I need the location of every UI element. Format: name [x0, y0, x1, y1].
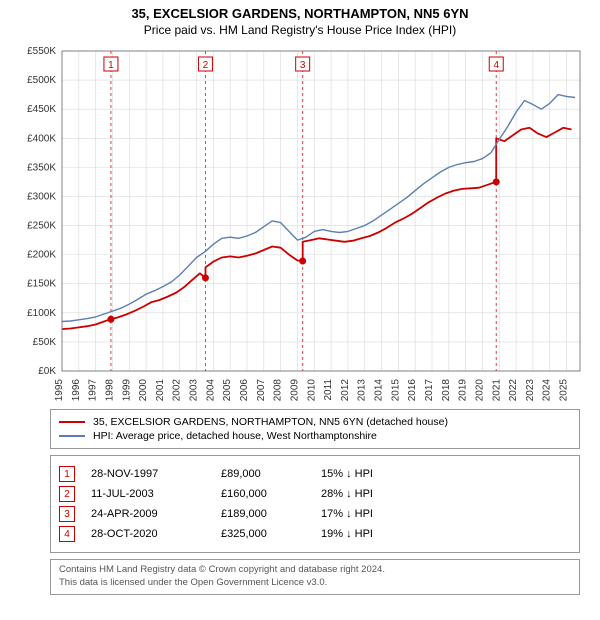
event-marker: 4 — [59, 526, 75, 542]
svg-text:2000: 2000 — [138, 379, 149, 401]
svg-text:2011: 2011 — [323, 379, 334, 401]
svg-text:£100K: £100K — [27, 308, 56, 319]
event-date: 28-NOV-1997 — [91, 468, 221, 480]
legend-item: HPI: Average price, detached house, West… — [59, 430, 571, 442]
price-chart: £0K £50K £100K £150K £200K £250K £300K £350K £40… — [10, 41, 590, 401]
svg-text:£150K: £150K — [27, 279, 56, 290]
svg-text:£0K: £0K — [38, 366, 56, 377]
svg-text:2023: 2023 — [525, 379, 536, 401]
svg-text:1995: 1995 — [54, 379, 65, 401]
event-delta: 28% ↓ HPI — [321, 488, 441, 500]
svg-text:£550K: £550K — [27, 46, 56, 57]
svg-text:2014: 2014 — [374, 379, 385, 401]
event-price: £89,000 — [221, 468, 321, 480]
svg-text:1998: 1998 — [104, 379, 115, 401]
svg-text:£250K: £250K — [27, 221, 56, 232]
svg-text:£350K: £350K — [27, 162, 56, 173]
event-marker: 2 — [59, 486, 75, 502]
svg-text:2: 2 — [203, 60, 209, 71]
event-marker: 3 — [59, 506, 75, 522]
svg-text:2021: 2021 — [491, 379, 502, 401]
event-delta: 15% ↓ HPI — [321, 468, 441, 480]
svg-text:2015: 2015 — [390, 379, 401, 401]
legend-label: HPI: Average price, detached house, West… — [93, 430, 377, 442]
event-delta: 17% ↓ HPI — [321, 508, 441, 520]
svg-text:2009: 2009 — [289, 379, 300, 401]
event-row: 4 28-OCT-2020£325,00019% ↓ HPI — [59, 526, 571, 542]
svg-text:2003: 2003 — [189, 379, 200, 401]
svg-text:£450K: £450K — [27, 104, 56, 115]
svg-text:2008: 2008 — [273, 379, 284, 401]
event-row: 1 28-NOV-1997£89,00015% ↓ HPI — [59, 466, 571, 482]
legend-item: 35, EXCELSIOR GARDENS, NORTHAMPTON, NN5 … — [59, 416, 571, 428]
svg-text:2024: 2024 — [542, 379, 553, 401]
svg-text:1999: 1999 — [121, 379, 132, 401]
svg-text:2016: 2016 — [407, 379, 418, 401]
svg-text:£300K: £300K — [27, 191, 56, 202]
event-price: £189,000 — [221, 508, 321, 520]
svg-text:2004: 2004 — [205, 379, 216, 401]
legend: 35, EXCELSIOR GARDENS, NORTHAMPTON, NN5 … — [50, 409, 580, 449]
svg-text:2002: 2002 — [172, 379, 183, 401]
svg-text:2020: 2020 — [474, 379, 485, 401]
svg-text:2010: 2010 — [306, 379, 317, 401]
svg-text:2022: 2022 — [508, 379, 519, 401]
event-marker: 1 — [59, 466, 75, 482]
svg-text:1997: 1997 — [88, 379, 99, 401]
event-row: 2 11-JUL-2003£160,00028% ↓ HPI — [59, 486, 571, 502]
legend-swatch — [59, 435, 85, 437]
svg-text:2006: 2006 — [239, 379, 250, 401]
svg-text:£50K: £50K — [33, 337, 57, 348]
svg-text:3: 3 — [300, 60, 306, 71]
footer-line1: Contains HM Land Registry data © Crown c… — [59, 564, 571, 577]
svg-text:2012: 2012 — [340, 379, 351, 401]
svg-text:£500K: £500K — [27, 75, 56, 86]
legend-swatch — [59, 421, 85, 423]
svg-text:£400K: £400K — [27, 133, 56, 144]
title-subtitle: Price paid vs. HM Land Registry's House … — [0, 23, 600, 37]
event-date: 24-APR-2009 — [91, 508, 221, 520]
event-date: 28-OCT-2020 — [91, 528, 221, 540]
sale-events-table: 1 28-NOV-1997£89,00015% ↓ HPI 2 11-JUL-2003… — [50, 455, 580, 553]
attribution-footer: Contains HM Land Registry data © Crown c… — [50, 559, 580, 595]
svg-text:1: 1 — [108, 60, 114, 71]
footer-line2: This data is licensed under the Open Gov… — [59, 577, 571, 590]
svg-text:£200K: £200K — [27, 250, 56, 261]
event-row: 3 24-APR-2009£189,00017% ↓ HPI — [59, 506, 571, 522]
svg-text:2018: 2018 — [441, 379, 452, 401]
svg-text:2019: 2019 — [458, 379, 469, 401]
legend-label: 35, EXCELSIOR GARDENS, NORTHAMPTON, NN5 … — [93, 416, 448, 428]
event-delta: 19% ↓ HPI — [321, 528, 441, 540]
event-price: £325,000 — [221, 528, 321, 540]
svg-text:1996: 1996 — [71, 379, 82, 401]
svg-text:2017: 2017 — [424, 379, 435, 401]
svg-text:2007: 2007 — [256, 379, 267, 401]
svg-text:2013: 2013 — [357, 379, 368, 401]
event-price: £160,000 — [221, 488, 321, 500]
svg-text:2025: 2025 — [559, 379, 570, 401]
svg-text:4: 4 — [493, 60, 499, 71]
svg-text:2005: 2005 — [222, 379, 233, 401]
svg-text:2001: 2001 — [155, 379, 166, 401]
title-address: 35, EXCELSIOR GARDENS, NORTHAMPTON, NN5 … — [0, 6, 600, 21]
event-date: 11-JUL-2003 — [91, 488, 221, 500]
